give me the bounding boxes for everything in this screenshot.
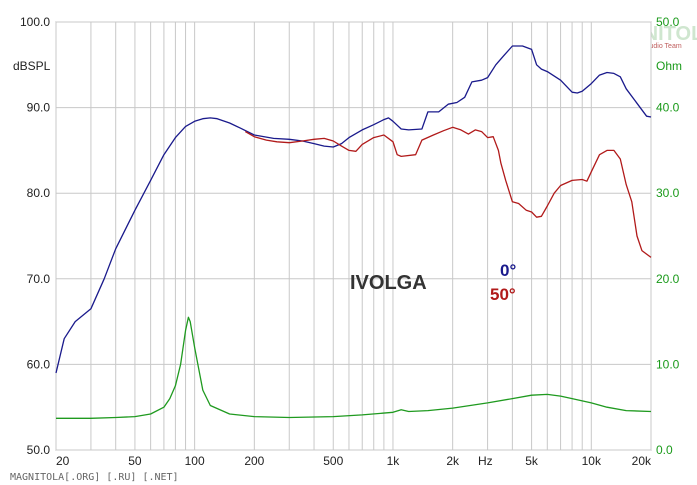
y-tick-label: 70.0 <box>27 272 51 286</box>
y-right-tick-label: 50.0 <box>656 15 680 29</box>
legend-0deg: 0° <box>500 261 516 280</box>
x-tick-label: 200 <box>244 454 264 468</box>
model-label: IVOLGA <box>350 272 427 294</box>
y-right-tick-label: 40.0 <box>656 101 680 115</box>
y-axis-right-label: Ohm <box>656 59 682 73</box>
x-tick-label: 50 <box>128 454 142 468</box>
x-tick-label: 500 <box>323 454 343 468</box>
plot-area <box>55 21 652 451</box>
x-tick-label: 5k <box>525 454 539 468</box>
y-tick-label: 90.0 <box>27 101 51 115</box>
y-tick-label: 60.0 <box>27 357 51 371</box>
x-axis-ticks: 20 50 100 200 500 1k 2k 5k 10k 20k <box>56 454 652 468</box>
x-tick-label: 1k <box>387 454 401 468</box>
x-tick-label: 20 <box>56 454 70 468</box>
x-tick-label: 2k <box>446 454 460 468</box>
x-tick-label: 10k <box>582 454 602 468</box>
y-axis-label: dBSPL <box>13 59 51 73</box>
series-line-0 <box>55 45 652 374</box>
x-tick-label: 100 <box>185 454 205 468</box>
footer-credit: MAGNITOLA[.ORG] [.RU] [.NET] <box>10 472 179 483</box>
brand-tagline: Car Audio Team <box>632 43 682 50</box>
x-tick-label: 20k <box>632 454 652 468</box>
y-right-tick-label: 20.0 <box>656 272 680 286</box>
legend-50deg: 50° <box>490 285 516 304</box>
y-tick-label: 100.0 <box>20 15 50 29</box>
y-axis-ticks: 50.0 60.0 70.0 80.0 90.0 100.0 <box>20 15 50 457</box>
series-lines <box>55 45 652 419</box>
y-right-tick-label: 30.0 <box>656 186 680 200</box>
y-tick-label: 80.0 <box>27 186 51 200</box>
series-line-1 <box>244 126 652 258</box>
series-line-2 <box>56 316 652 419</box>
y-right-tick-label: 0.0 <box>656 443 673 457</box>
y-axis-right-ticks: 0.0 10.0 20.0 30.0 40.0 50.0 <box>656 15 680 457</box>
x-axis-label: Hz <box>478 454 493 468</box>
y-tick-label: 50.0 <box>27 443 51 457</box>
grid <box>55 21 652 451</box>
y-right-tick-label: 10.0 <box>656 357 680 371</box>
